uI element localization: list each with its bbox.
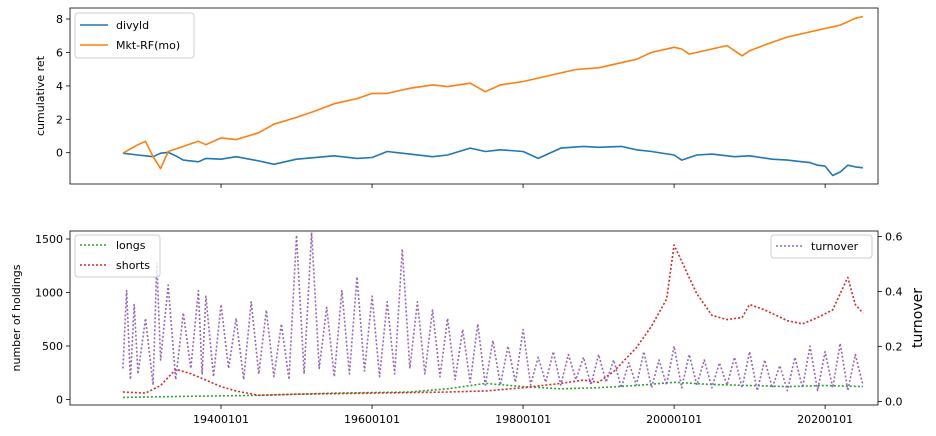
bottom-ytick-label: 1500 xyxy=(35,233,63,246)
bottom-legend-left: longs shorts xyxy=(74,234,161,278)
top-legend: divyld Mkt-RF(mo) xyxy=(74,12,195,59)
bottom-xtick-label: 19600101 xyxy=(344,413,400,426)
top-axes-frame xyxy=(69,7,879,185)
legend-label-mkt-rf: Mkt-RF(mo) xyxy=(116,39,180,52)
bottom-y2label: turnover xyxy=(910,288,926,348)
top-ytick-label: 0 xyxy=(56,147,63,160)
bottom-y2tick-label: 0.2 xyxy=(885,341,903,354)
legend-label-shorts: shorts xyxy=(116,259,150,272)
bottom-xtick-label: 19400101 xyxy=(193,413,249,426)
line-mkt-rf xyxy=(122,15,864,170)
top-ylabel: cumulative ret xyxy=(34,55,47,136)
top-plot-area xyxy=(70,8,878,184)
bottom-y2tick-label: 0.4 xyxy=(885,286,903,299)
bottom-ytick-label: 1000 xyxy=(35,287,63,300)
bottom-y2tick-label: 0.6 xyxy=(885,231,903,244)
bottom-axes-frame xyxy=(69,230,879,406)
legend-label-divyld: divyld xyxy=(116,19,149,32)
top-ytick-label: 4 xyxy=(56,80,63,93)
bottom-xtick-label: 20000101 xyxy=(646,413,702,426)
bottom-ytick-label: 500 xyxy=(42,340,63,353)
bottom-xtick-label: 20200101 xyxy=(797,413,853,426)
bottom-ytick-label: 0 xyxy=(56,394,63,407)
line-shorts xyxy=(122,244,864,397)
bottom-legend-right: turnover xyxy=(770,234,873,259)
bottom-plot-area xyxy=(70,231,878,405)
line-longs xyxy=(122,381,863,399)
legend-label-turnover: turnover xyxy=(811,240,859,253)
top-ytick-label: 2 xyxy=(56,113,63,126)
top-ytick-label: 8 xyxy=(56,13,63,26)
bottom-legend-right-box xyxy=(770,234,873,259)
legend-label-longs: longs xyxy=(116,239,146,252)
line-divyld xyxy=(122,145,863,177)
bottom-xtick-label: 19800101 xyxy=(495,413,551,426)
top-ytick-label: 6 xyxy=(56,46,63,59)
bottom-ylabel: number of holdings xyxy=(10,264,23,371)
bottom-y2tick-label: 0.0 xyxy=(885,396,903,409)
